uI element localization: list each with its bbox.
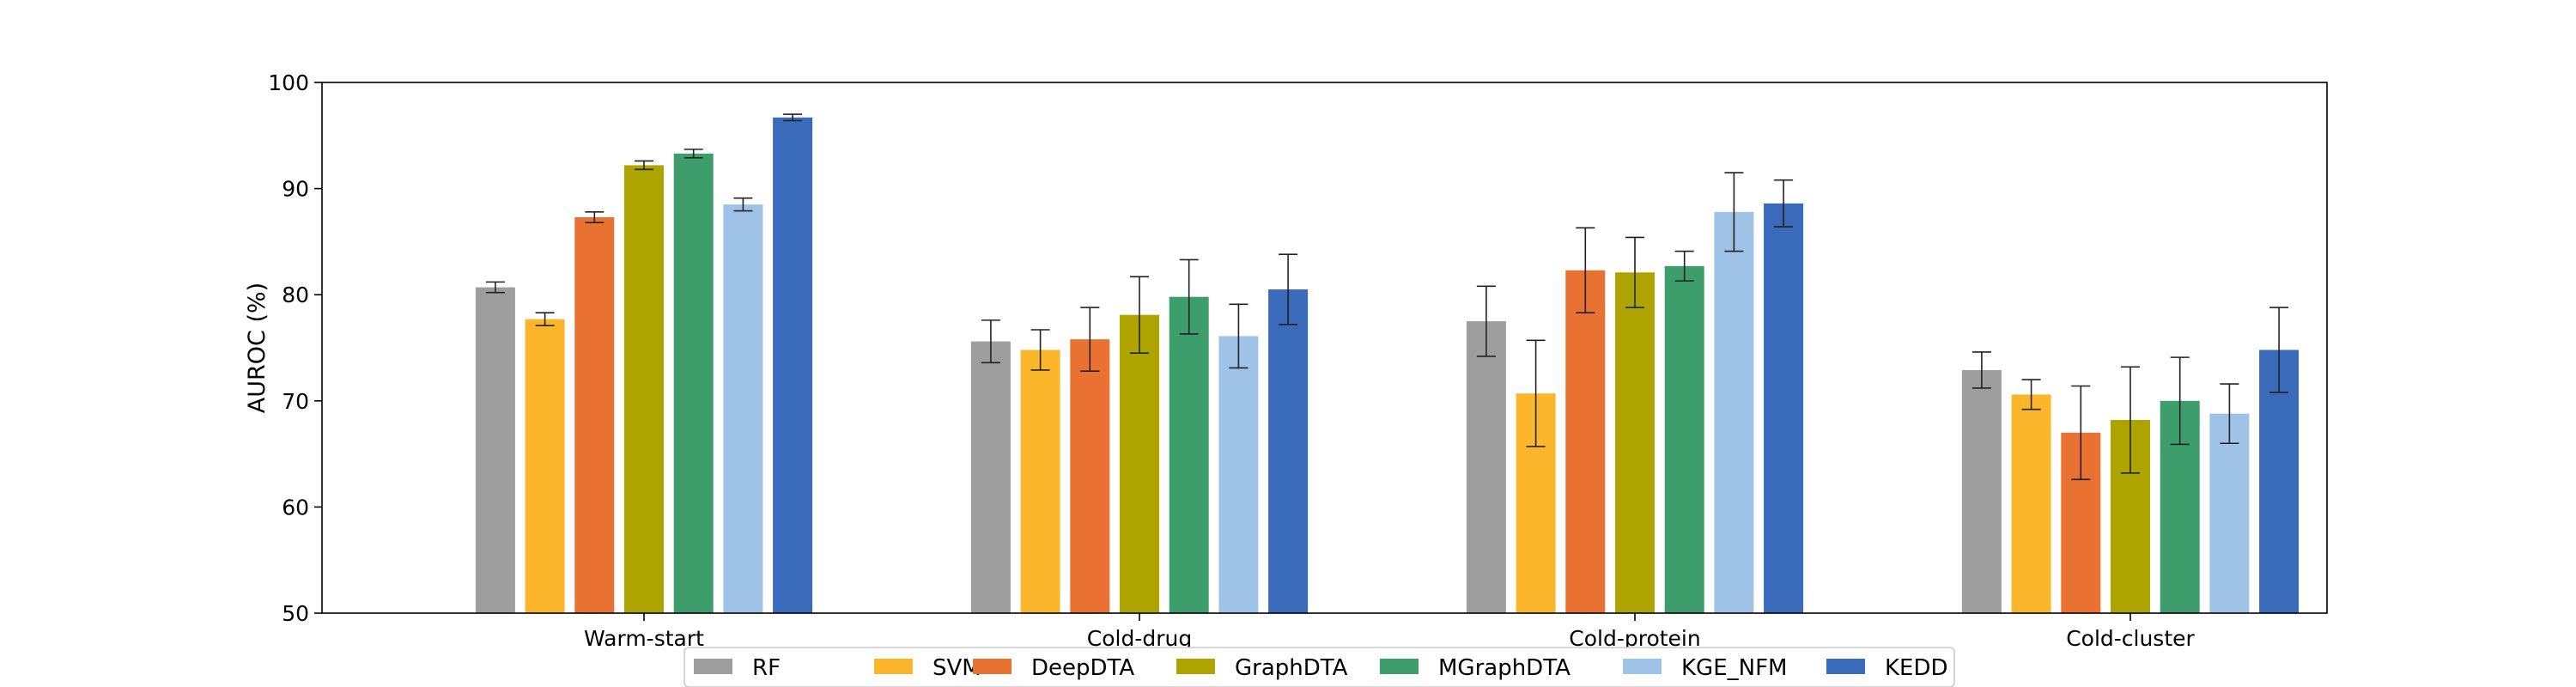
bar-kedd-warm-start	[773, 117, 813, 614]
error-bar	[733, 197, 753, 212]
bar-kge-nfm-cold-cluster	[2209, 413, 2250, 613]
error-bar	[585, 210, 605, 223]
legend-label: KEDD	[1885, 655, 1948, 681]
error-bar	[1576, 227, 1595, 314]
error-bar	[2269, 307, 2289, 393]
error-bar	[2121, 366, 2140, 474]
error-bar	[1229, 303, 1249, 369]
legend-label: RF	[752, 655, 781, 681]
legend-item-kedd: KEDD	[1826, 655, 1948, 681]
legend-swatch	[1380, 659, 1419, 674]
bar-rf-cold-cluster	[1961, 369, 2002, 613]
legend: RF SVM DeepDTA GraphDTA MGraphDTA KGE_NFM KEDD	[683, 647, 1955, 687]
error-bar	[1971, 351, 1991, 389]
bar-deepdta-warm-start	[574, 216, 615, 614]
bar-kedd-cold-protein	[1764, 203, 1804, 614]
bar-mgraphdta-cold-drug	[1169, 296, 1209, 613]
bar-rf-warm-start	[475, 287, 515, 613]
legend-label: MGraphDTA	[1438, 655, 1571, 681]
error-bar	[1625, 236, 1644, 308]
legend-swatch	[1176, 659, 1215, 674]
error-bars-layer	[485, 113, 2289, 481]
x-tick-label: Cold-cluster	[2066, 626, 2195, 651]
error-bar	[485, 281, 505, 294]
legend-swatch	[1623, 659, 1662, 674]
bar-kge-nfm-cold-protein	[1714, 211, 1754, 614]
x-tick-label: Warm-start	[584, 626, 704, 651]
bars-layer	[475, 117, 2300, 614]
legend-item-rf: RF	[694, 655, 781, 681]
bar-kedd-cold-cluster	[2259, 350, 2300, 613]
legend-swatch	[874, 659, 913, 674]
error-bar	[783, 113, 803, 122]
error-bar	[1030, 329, 1050, 371]
bar-kedd-cold-drug	[1268, 289, 1309, 613]
error-bar	[1130, 276, 1149, 354]
error-bar	[1476, 285, 1496, 357]
bar-graphdta-warm-start	[624, 165, 664, 613]
x-tick-label: Cold-drug	[1087, 626, 1192, 651]
error-bar	[683, 149, 703, 159]
y-tick-label: 70	[282, 389, 309, 414]
legend-item-kge-nfm: KGE_NFM	[1623, 655, 1787, 681]
error-bar	[1279, 253, 1298, 325]
legend-label: DeepDTA	[1031, 655, 1134, 681]
y-tick-label: 100	[268, 70, 309, 95]
y-tick-label: 90	[282, 177, 309, 202]
legend-swatch	[1826, 659, 1865, 674]
legend-label: GraphDTA	[1235, 655, 1348, 681]
error-bar	[535, 312, 555, 326]
y-tick-label: 80	[282, 283, 309, 307]
error-bar	[1774, 179, 1794, 228]
bar-kge-nfm-warm-start	[723, 204, 763, 613]
error-bar	[1080, 307, 1100, 372]
bar-rf-cold-drug	[970, 341, 1011, 613]
error-bar	[635, 160, 653, 171]
error-bar	[1674, 250, 1694, 282]
error-bar	[981, 319, 1000, 364]
y-axis-title: AUROC (%)	[244, 283, 270, 413]
bar-rf-cold-protein	[1466, 321, 1506, 613]
legend-swatch	[694, 659, 732, 674]
x-axis: Warm-start Cold-drug Cold-protein Cold-clus…	[584, 613, 2196, 651]
y-tick-label: 50	[282, 601, 309, 626]
error-bar	[2170, 356, 2190, 446]
y-tick-label: 60	[282, 495, 309, 520]
error-bar	[1526, 339, 1546, 447]
legend-swatch	[973, 659, 1012, 674]
bar-deepdta-cold-drug	[1070, 339, 1110, 613]
bar-svm-cold-cluster	[2011, 394, 2051, 613]
legend-item-graphdta: GraphDTA	[1176, 655, 1348, 681]
legend-item-mgraphdta: MGraphDTA	[1380, 655, 1571, 681]
bar-svm-warm-start	[525, 319, 565, 613]
bar-graphdta-cold-protein	[1615, 272, 1655, 613]
error-bar	[2021, 379, 2041, 410]
error-bar	[1724, 172, 1744, 252]
bar-graphdta-cold-drug	[1120, 314, 1159, 613]
bar-mgraphdta-cold-protein	[1664, 265, 1704, 613]
bar-svm-cold-drug	[1020, 350, 1060, 613]
legend-frame	[683, 647, 1955, 687]
error-bar	[2071, 385, 2091, 481]
plot-frame	[321, 82, 2328, 614]
bar-deepdta-cold-protein	[1565, 270, 1606, 613]
bar-kge-nfm-cold-drug	[1218, 336, 1259, 613]
x-tick-label: Cold-protein	[1569, 626, 1700, 651]
legend-item-deepdta: DeepDTA	[973, 655, 1134, 681]
legend-label: KGE_NFM	[1681, 655, 1787, 681]
error-bar	[1179, 258, 1199, 335]
y-axis: 50 60 70 80 90 100	[268, 70, 322, 626]
bar-mgraphdta-warm-start	[673, 153, 714, 613]
error-bar	[2220, 383, 2239, 445]
